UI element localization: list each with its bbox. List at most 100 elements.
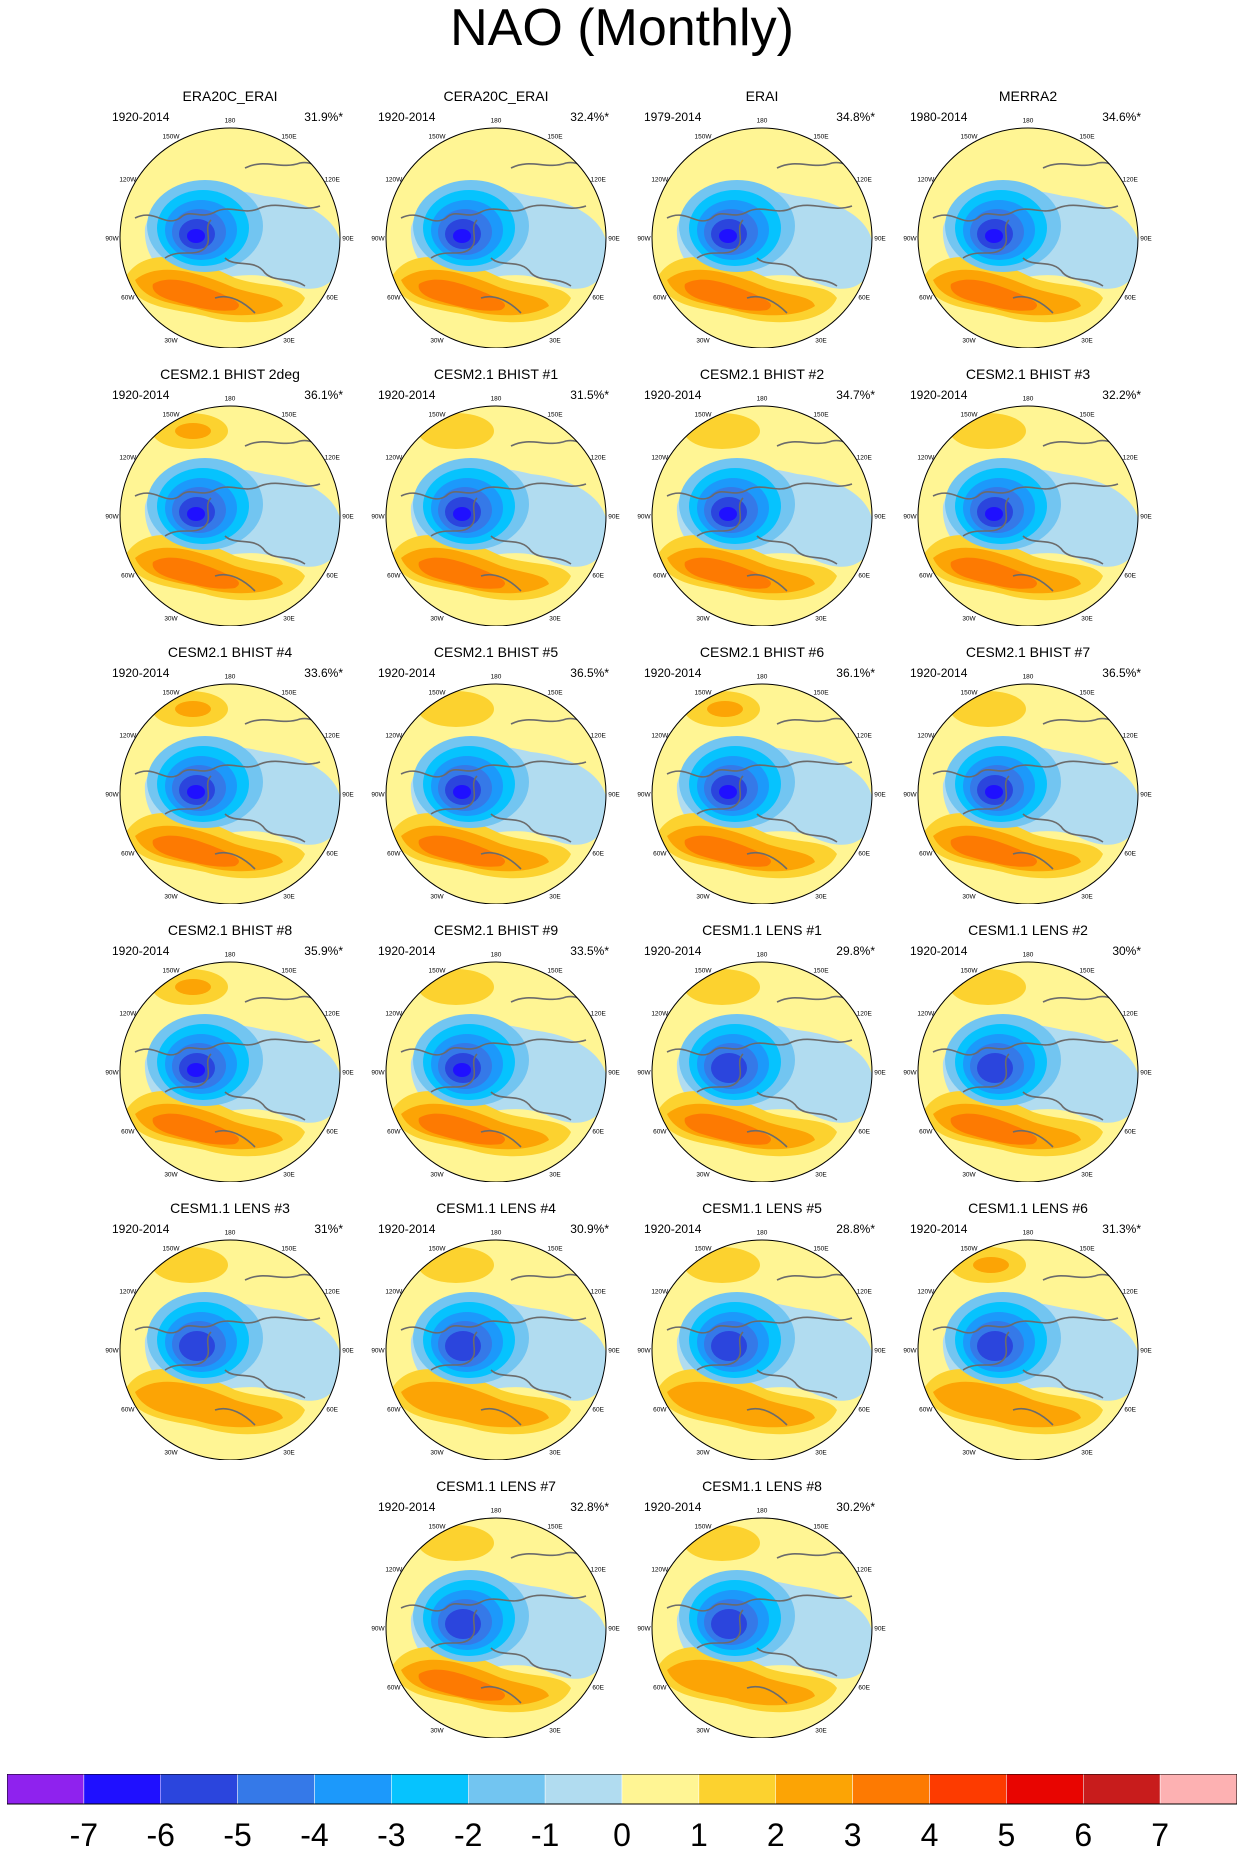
lon-label: 150W	[163, 689, 181, 696]
coastline	[746, 1129, 788, 1148]
lon-label: 90E	[874, 514, 886, 521]
lon-label: 90E	[1140, 1070, 1152, 1077]
colorbar-swatch	[621, 1774, 700, 1805]
lon-label: 180	[491, 1508, 502, 1515]
lon-label: 90W	[371, 1070, 385, 1077]
coastline	[932, 1038, 1119, 1056]
positive-contour-atlantic	[418, 835, 506, 867]
panel-variance: 30.2%*	[836, 1500, 875, 1514]
lon-label: 120W	[917, 733, 935, 740]
colorbar-label: -5	[223, 1817, 251, 1853]
polar-map: 180150W150E120W120E90W90E60W60E30W30E0	[903, 952, 1152, 1182]
lon-label: 90E	[342, 514, 354, 521]
panel-variance: 32.4%*	[570, 110, 609, 124]
lon-label: 90W	[637, 792, 651, 799]
panel-period: 1920-2014	[112, 666, 170, 680]
lon-label: 90E	[608, 1348, 620, 1355]
positive-contour-atlantic	[684, 1113, 772, 1145]
panel-period: 1920-2014	[112, 388, 170, 402]
map-boundary	[651, 127, 873, 348]
lon-label: 60W	[919, 1407, 933, 1414]
negative-contour-arctic	[445, 1331, 481, 1361]
lon-label: 120E	[857, 177, 873, 184]
positive-contour-pacific	[175, 979, 211, 995]
lon-label: 90W	[903, 1348, 917, 1355]
map-boundary	[385, 127, 607, 348]
negative-contour-arctic	[445, 1609, 481, 1639]
positive-contour-atlantic	[418, 279, 506, 311]
lon-label: 120W	[651, 177, 669, 184]
lon-label: 120E	[591, 1567, 607, 1574]
lon-label: 90W	[637, 1626, 651, 1633]
lon-label: 120E	[591, 733, 607, 740]
positive-contour-pacific	[175, 423, 211, 439]
panel-title: CESM1.1 LENS #8	[702, 1478, 822, 1494]
panel-period: 1920-2014	[910, 388, 968, 402]
positive-contour-atlantic	[152, 279, 240, 311]
lon-label: 120W	[119, 455, 137, 462]
coastline	[756, 813, 838, 843]
lon-label: 150E	[547, 1245, 563, 1252]
lon-label: 30W	[962, 1172, 976, 1179]
map-panel: CESM1.1 LENS #7 1920-2014 32.8%* 180 150W 150…	[371, 1478, 621, 1738]
lon-label: 30W	[430, 338, 444, 345]
lon-label: 30E	[1081, 894, 1093, 901]
map-boundary	[917, 961, 1139, 1182]
lon-label: 150E	[281, 689, 297, 696]
coastline	[666, 1038, 853, 1056]
panel-title: CESM1.1 LENS #1	[702, 922, 822, 938]
lon-label: 150W	[163, 133, 181, 140]
lon-label: 180	[1023, 952, 1034, 959]
map-panel: CESM2.1 BHIST #8 1920-2014 35.9%* 180 150W 15…	[105, 922, 355, 1182]
negative-contour-arctic	[985, 229, 1003, 243]
map-boundary	[119, 127, 341, 348]
lon-label: 150E	[281, 133, 297, 140]
positive-contour-atlantic	[933, 1381, 1081, 1428]
lon-label: 60E	[858, 851, 870, 858]
coastline	[164, 1053, 212, 1093]
lon-label: 30E	[1081, 1172, 1093, 1179]
map-boundary	[385, 683, 607, 904]
polar-map: 180150W150E120W120E90W90E60W60E30W30E0	[105, 118, 354, 348]
lon-label: 120W	[385, 1011, 403, 1018]
coastline	[490, 813, 572, 843]
negative-contour-arctic	[719, 229, 737, 243]
lon-label: 150W	[429, 967, 447, 974]
polar-map: 180150W150E120W120E90W90E60W60E30W30E0	[903, 674, 1152, 904]
lon-label: 90W	[105, 1348, 119, 1355]
negative-contour-arctic	[187, 229, 205, 243]
panel-period: 1920-2014	[112, 110, 170, 124]
panel-title: ERA20C_ERAI	[182, 88, 278, 104]
panel-variance: 35.9%*	[304, 944, 343, 958]
coastline	[134, 204, 321, 222]
coastline	[962, 1053, 1010, 1093]
negative-contour-arctic	[711, 1053, 747, 1083]
coastline	[214, 1129, 256, 1148]
map-boundary	[651, 1517, 873, 1738]
lon-label: 150E	[813, 689, 829, 696]
coastline	[224, 1091, 306, 1121]
lon-label: 150W	[163, 967, 181, 974]
panel-variance: 36.5%*	[570, 666, 609, 680]
lon-label: 60W	[121, 573, 135, 580]
panel-period: 1920-2014	[910, 944, 968, 958]
map-panel: CESM2.1 BHIST #2 1920-2014 34.7%* 180 150W 15…	[637, 366, 887, 626]
panel-title: CESM1.1 LENS #5	[702, 1200, 822, 1216]
coastline	[666, 1594, 853, 1612]
coastline	[1022, 535, 1104, 565]
figure-title: NAO (Monthly)	[450, 0, 794, 57]
panel-title: CESM2.1 BHIST #2	[699, 366, 825, 382]
map-panel: CESM1.1 LENS #3 1920-2014 31%* 180 150W 150E 1…	[105, 1200, 355, 1460]
map-boundary	[917, 1239, 1139, 1460]
lon-label: 30E	[815, 1450, 827, 1457]
lon-label: 120W	[119, 1011, 137, 1018]
coastline	[430, 1053, 478, 1093]
lon-label: 30E	[815, 1172, 827, 1179]
coastline	[430, 1609, 478, 1649]
lon-label: 150E	[1079, 1245, 1095, 1252]
lon-label: 60E	[1124, 1129, 1136, 1136]
lon-label: 90W	[637, 236, 651, 243]
panel-title: CESM2.1 BHIST #4	[167, 644, 293, 660]
lon-label: 60E	[326, 573, 338, 580]
lon-label: 30W	[962, 1450, 976, 1457]
